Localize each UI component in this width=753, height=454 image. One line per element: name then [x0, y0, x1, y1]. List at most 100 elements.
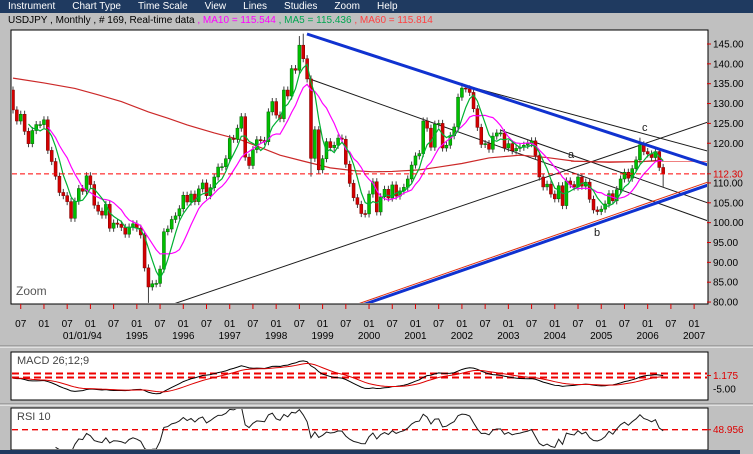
rsi-current-value-label: 48.956	[713, 425, 744, 436]
annotation-b: b	[594, 227, 600, 239]
x-axis-month-label: 07	[108, 319, 120, 330]
rsi-plot[interactable]	[10, 407, 709, 451]
status-instrument-info: USDJPY , Monthly , # 169, Real-time data	[8, 14, 198, 26]
price-axis-label: 95.00	[713, 238, 738, 249]
uptrend-red-parallel-line	[359, 181, 707, 303]
menu-item-zoom[interactable]: Zoom	[334, 1, 360, 12]
price-axis-label: 135.00	[713, 79, 744, 90]
zoom-mode-label: Zoom	[16, 284, 47, 298]
x-axis-month-label: 07	[619, 319, 631, 330]
price-axis-label: 110.00	[713, 178, 743, 189]
x-axis-month-label: 07	[665, 319, 677, 330]
x-axis-year-label: 1996	[172, 331, 195, 342]
x-axis-year-label: 1997	[219, 331, 242, 342]
x-axis-year-label: 2005	[590, 331, 613, 342]
macd-current-value-label: 1.175	[713, 371, 738, 382]
x-axis-year-label: 2002	[451, 331, 474, 342]
x-axis-month-label: 01	[317, 319, 329, 330]
x-axis-year-label: 1998	[265, 331, 288, 342]
macd-title: MACD 26;12;9	[17, 355, 89, 367]
status-ma60-value: , MA60 = 115.814	[354, 14, 433, 26]
x-axis-month-label: 01	[178, 319, 190, 330]
chart-root: a b c Zoom 07 01 07 01 07 01 07 01 07 01 07 01 07 01 07 01 0…	[0, 27, 753, 454]
price-axis-label: 85.00	[713, 278, 738, 289]
x-axis-month-label: 07	[247, 319, 259, 330]
menu-item-time-scale[interactable]: Time Scale	[137, 1, 188, 12]
price-axis-label: 120.00	[713, 139, 744, 150]
major-downtrend-line	[306, 32, 707, 167]
x-axis-month-label: 01	[503, 319, 515, 330]
rsi-title: RSI 10	[17, 411, 51, 423]
macd-axis-label: -5.00	[713, 385, 736, 396]
major-uptrend-line	[363, 183, 707, 303]
x-axis-year-label: 1995	[126, 331, 149, 342]
x-axis-year-label: 1999	[311, 331, 334, 342]
price-axis-label: 105.00	[713, 198, 744, 209]
menu-item-studies[interactable]: Studies	[284, 1, 318, 12]
price-axis-label: 80.00	[713, 298, 738, 309]
x-axis-month-label: 01	[642, 319, 654, 330]
x-axis-month-label: 01	[689, 319, 701, 330]
x-axis-year-label: 2001	[404, 331, 427, 342]
x-axis-year-label: 2004	[544, 331, 567, 342]
status-ma10-value: , MA10 = 115.544	[197, 14, 279, 26]
x-axis-month-label: 01	[363, 319, 375, 330]
x-axis-month-label: 01	[131, 319, 143, 330]
x-axis-month-label: 07	[294, 319, 306, 330]
x-axis-year-label: 2007	[683, 331, 706, 342]
x-axis-month-label: 01	[38, 319, 50, 330]
price-axis-label: 145.00	[713, 40, 744, 51]
x-axis-month-label: 01	[85, 319, 97, 330]
x-axis-year-label: 2006	[637, 331, 660, 342]
menu-item-instrument[interactable]: Instrument	[8, 1, 56, 12]
x-axis-month-label: 01	[596, 319, 608, 330]
rsi-line	[55, 409, 664, 449]
current-price-axis-label: 112.30	[713, 169, 743, 180]
macd-layers	[12, 360, 707, 395]
x-axis-month-label: 01	[410, 319, 422, 330]
price-plot[interactable]	[10, 29, 709, 305]
price-axis-label: 130.00	[713, 99, 744, 110]
menu-bar: Instrument Chart Type Time Scale View Li…	[0, 0, 753, 13]
menu-item-view[interactable]: View	[204, 1, 227, 12]
x-axis-month-label: 07	[526, 319, 538, 330]
menu-item-lines[interactable]: Lines	[243, 1, 268, 12]
x-axis-month-label: 01	[549, 319, 561, 330]
x-axis-month-label: 07	[340, 319, 352, 330]
menu-item-chart-type[interactable]: Chart Type	[72, 1, 121, 12]
macd-plot[interactable]	[10, 351, 709, 401]
x-axis-month-label: 07	[572, 319, 584, 330]
macd-line	[12, 360, 664, 395]
x-axis-month-label: 07	[480, 319, 492, 330]
x-axis-month-label: 07	[15, 319, 27, 330]
price-axis-label: 100.00	[713, 218, 744, 229]
price-layers	[12, 32, 707, 303]
x-axis-month-label: 01	[456, 319, 468, 330]
x-axis-month-label: 07	[201, 319, 213, 330]
descending-channel-line-2	[459, 83, 707, 152]
bottom-strip	[0, 450, 740, 454]
x-axis-year-label: 2003	[497, 331, 520, 342]
price-axis-label: 125.00	[713, 119, 744, 130]
descending-channel-line-1	[306, 77, 707, 222]
ma5-line	[28, 63, 664, 280]
price-axis-label: 140.00	[713, 59, 744, 70]
ascending-channel-line	[174, 121, 707, 303]
x-axis-month-label: 01	[224, 319, 236, 330]
annotation-a: a	[568, 149, 575, 161]
rsi-layers	[12, 409, 707, 449]
x-axis-year-label: 2000	[358, 331, 381, 342]
x-axis-month-label: 07	[62, 319, 74, 330]
x-axis-month-label: 07	[433, 319, 445, 330]
status-ma5-value: , MA5 = 115.436	[278, 14, 355, 26]
annotation-c: c	[642, 122, 648, 134]
price-axis-label: 90.00	[713, 258, 738, 269]
menu-item-help[interactable]: Help	[376, 1, 398, 12]
x-axis-month-label: 01	[271, 319, 283, 330]
status-bar: USDJPY , Monthly , # 169, Real-time data…	[0, 13, 753, 27]
x-axis-month-label: 07	[387, 319, 399, 330]
macd-signal-line	[12, 362, 664, 393]
x-axis-year-label: 01/01/94	[63, 331, 102, 342]
